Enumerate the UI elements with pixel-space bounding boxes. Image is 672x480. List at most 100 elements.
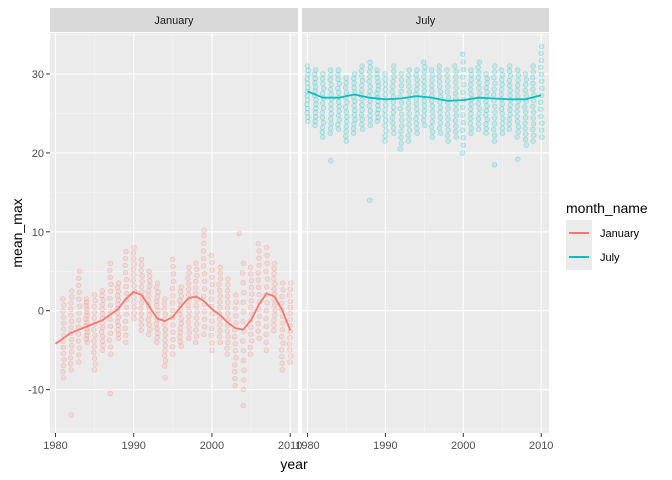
data-point [123, 276, 130, 283]
data-point [413, 120, 420, 127]
data-point [115, 293, 121, 299]
data-point [68, 348, 75, 355]
data-point [382, 81, 388, 88]
data-point [138, 322, 145, 328]
data-point [366, 78, 372, 85]
data-point [523, 76, 530, 83]
data-point [122, 318, 129, 325]
data-point [530, 74, 536, 81]
data-point [208, 332, 214, 339]
data-point [100, 342, 106, 349]
data-point [491, 126, 497, 133]
data-point [138, 256, 145, 263]
data-point [76, 303, 83, 309]
data-point [107, 344, 114, 350]
data-point [304, 101, 310, 108]
data-point [287, 347, 293, 353]
data-point [445, 105, 451, 112]
data-point [421, 98, 427, 104]
data-point [91, 309, 98, 315]
data-point [405, 100, 412, 106]
data-point [344, 114, 350, 120]
data-point [224, 351, 230, 357]
data-point [131, 244, 137, 251]
outlier-point [107, 390, 113, 397]
data-point [130, 266, 136, 273]
panel-january: January [50, 8, 298, 433]
x-tick-label: 1980 [295, 440, 319, 452]
outlier-point [201, 227, 207, 233]
data-point [523, 82, 529, 88]
data-point [287, 304, 294, 311]
outlier-point [236, 230, 243, 237]
data-point [154, 335, 160, 341]
data-point [272, 301, 278, 308]
data-point [460, 66, 467, 73]
data-point [311, 71, 318, 78]
data-point [255, 284, 262, 291]
data-point [320, 105, 327, 111]
data-point [389, 115, 396, 121]
data-point [459, 127, 466, 133]
data-point [154, 280, 161, 286]
data-point [312, 122, 318, 129]
data-point [225, 276, 231, 282]
data-point [452, 63, 458, 69]
x-tick-label: 1980 [43, 440, 67, 452]
data-point [453, 101, 459, 108]
data-point [263, 308, 270, 314]
data-point [499, 72, 506, 78]
data-point [264, 276, 271, 282]
data-point [515, 93, 521, 99]
data-point [429, 88, 435, 94]
data-point [491, 86, 497, 92]
data-point [280, 320, 286, 326]
data-point [507, 111, 513, 118]
data-point [312, 84, 319, 90]
data-point [287, 286, 293, 292]
data-point [155, 289, 161, 295]
data-point [107, 267, 113, 274]
data-point [405, 132, 412, 139]
data-point [530, 63, 536, 69]
data-point [255, 328, 261, 334]
data-point [200, 263, 207, 269]
data-point [515, 72, 522, 78]
data-point [351, 71, 358, 77]
data-point [476, 105, 483, 112]
smooth-july [307, 90, 542, 102]
data-point [201, 270, 208, 277]
data-point [279, 293, 285, 300]
data-point [343, 123, 350, 130]
data-point [255, 270, 261, 276]
data-point [436, 68, 442, 74]
data-point [538, 50, 544, 57]
data-point [162, 296, 168, 302]
data-point [185, 281, 192, 287]
data-point [530, 115, 536, 121]
data-point [201, 286, 208, 292]
data-point [320, 119, 327, 126]
data-point [116, 314, 122, 320]
data-point [507, 107, 513, 113]
data-point [279, 360, 285, 366]
data-point [209, 281, 216, 288]
data-point [155, 330, 161, 336]
data-point [201, 331, 207, 338]
x-tick-label: 1990 [121, 440, 145, 452]
data-point [233, 313, 239, 319]
data-point [272, 312, 278, 318]
data-point [115, 335, 122, 342]
data-point [319, 129, 326, 135]
data-point [397, 105, 403, 112]
data-point [351, 84, 357, 91]
data-point [170, 278, 177, 284]
data-point [60, 369, 66, 375]
data-point [224, 345, 230, 352]
data-point [343, 80, 349, 86]
data-point [178, 316, 185, 322]
data-point [460, 119, 467, 126]
data-point [99, 338, 106, 344]
data-point [154, 294, 161, 300]
data-point [107, 274, 113, 281]
